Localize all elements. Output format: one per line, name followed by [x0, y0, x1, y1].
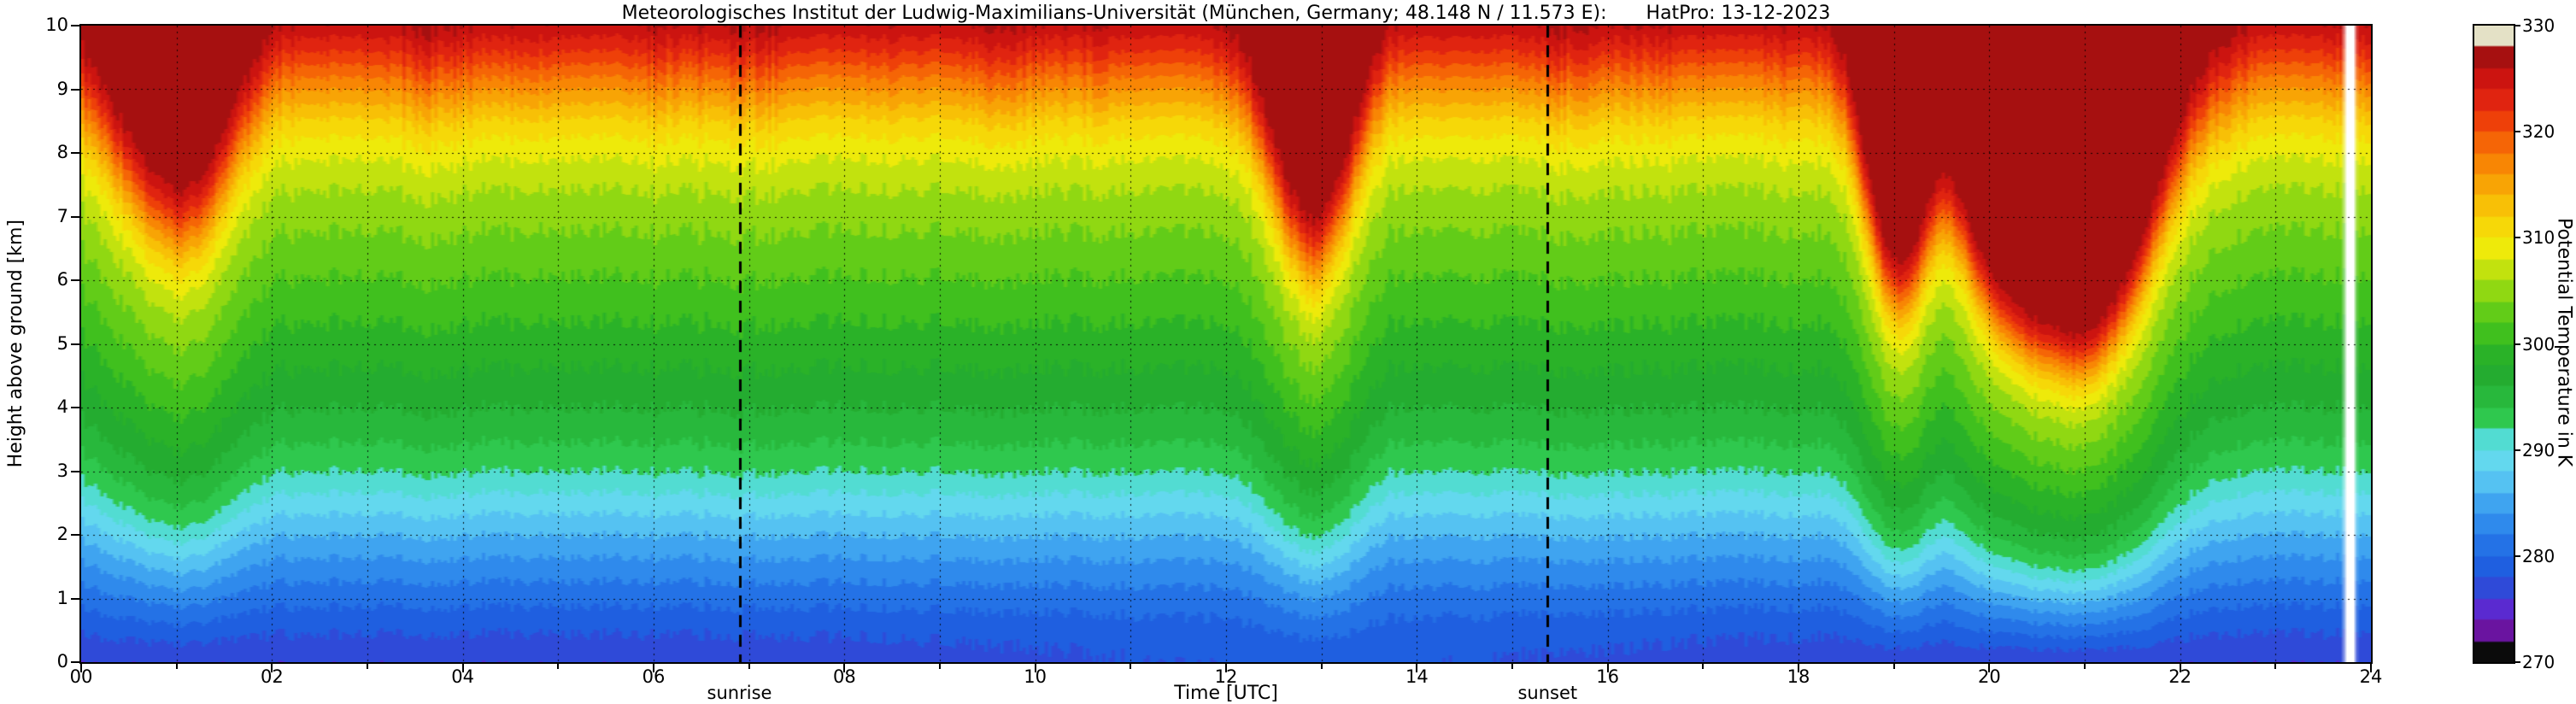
y-tick-label: 5 [56, 332, 68, 354]
x-tick-label: 20 [1977, 666, 2001, 687]
chart-title: Meteorologisches Institut der Ludwig-Max… [79, 3, 2373, 24]
x-minor-tick [748, 664, 750, 669]
x-tick-label: 10 [1024, 666, 1047, 687]
colorbar-tick [2515, 343, 2520, 345]
x-minor-tick [1702, 664, 1705, 669]
x-tick [80, 664, 82, 672]
x-tick-label: 02 [260, 666, 284, 687]
y-tick-label: 1 [56, 587, 68, 608]
colorbar-label: Potential Temperature in K [2553, 217, 2575, 467]
x-tick-label: 08 [832, 666, 856, 687]
colorbar-canvas [2474, 26, 2514, 662]
x-minor-tick [2274, 664, 2277, 669]
x-tick [1034, 664, 1036, 672]
y-tick [71, 661, 79, 663]
x-minor-tick [1511, 664, 1513, 669]
y-tick [71, 215, 79, 218]
colorbar-tick [2515, 449, 2520, 451]
chart-title-institute: Meteorologisches Institut der Ludwig-Max… [621, 3, 1607, 24]
x-minor-tick [557, 664, 560, 669]
x-tick-label: 16 [1596, 666, 1620, 687]
sunrise-label: sunrise [707, 683, 772, 703]
y-tick-label: 10 [45, 15, 68, 35]
x-axis-label: Time [UTC] [1174, 683, 1278, 704]
y-tick [71, 534, 79, 536]
colorbar-tick-label: 280 [2522, 545, 2555, 566]
x-tick-label: 12 [1214, 666, 1238, 687]
x-tick [271, 664, 273, 672]
x-minor-tick [1130, 664, 1132, 669]
x-tick [843, 664, 846, 672]
colorbar-tick-label: 310 [2522, 227, 2555, 249]
x-tick-label: 04 [451, 666, 475, 687]
y-tick [71, 470, 79, 472]
y-tick [71, 279, 79, 281]
colorbar-label-box: Potential Temperature in K [2553, 24, 2575, 660]
y-tick [71, 407, 79, 408]
colorbar-tick-label: 300 [2522, 333, 2555, 355]
y-tick [71, 152, 79, 154]
x-tick-label: 22 [2168, 666, 2192, 687]
x-tick [1988, 664, 1991, 672]
x-minor-tick [2084, 664, 2086, 669]
colorbar-tick-label: 270 [2522, 652, 2555, 672]
x-tick [1798, 664, 1799, 672]
colorbar-tick-label: 290 [2522, 439, 2555, 461]
y-tick-label: 4 [56, 396, 68, 417]
x-minor-tick [175, 664, 178, 669]
x-tick [1225, 664, 1227, 672]
y-axis-label-box: Height above ground [km] [2, 24, 29, 664]
x-tick [1416, 664, 1418, 672]
chart-title-instrument-date: HatPro: 13-12-2023 [1646, 3, 1831, 24]
colorbar [2473, 24, 2515, 664]
x-tick-label: 00 [69, 666, 93, 687]
colorbar-tick [2515, 131, 2520, 133]
x-minor-tick [1320, 664, 1323, 669]
colorbar-tick-label: 320 [2522, 121, 2555, 143]
x-tick [461, 664, 464, 672]
colorbar-tick [2515, 25, 2520, 26]
x-tick [2370, 664, 2372, 672]
x-tick-label: 18 [1787, 666, 1810, 687]
y-tick [71, 25, 79, 26]
x-tick [653, 664, 654, 672]
y-tick-label: 6 [56, 269, 68, 290]
colorbar-tick [2515, 661, 2520, 663]
x-tick [2179, 664, 2181, 672]
y-tick [71, 88, 79, 91]
y-tick [71, 343, 79, 345]
x-minor-tick [939, 664, 941, 669]
y-tick-label: 0 [56, 651, 68, 672]
x-minor-tick [1892, 664, 1895, 669]
y-tick-label: 2 [56, 524, 68, 544]
plot-area [79, 24, 2373, 664]
x-tick-label: 14 [1405, 666, 1429, 687]
colorbar-tick [2515, 554, 2520, 557]
grid-overlay-canvas [81, 26, 2371, 662]
y-tick-label: 8 [56, 142, 68, 162]
y-tick-label: 3 [56, 460, 68, 481]
y-tick-label: 7 [56, 205, 68, 226]
x-tick [1606, 664, 1609, 672]
x-minor-tick [367, 664, 368, 669]
sunset-label: sunset [1517, 683, 1578, 703]
colorbar-tick-label: 330 [2522, 15, 2555, 36]
y-axis-label: Height above ground [km] [4, 220, 26, 468]
y-tick [71, 597, 79, 600]
colorbar-tick [2515, 237, 2520, 239]
x-tick-label: 06 [642, 666, 666, 687]
y-tick-label: 9 [56, 78, 68, 99]
x-tick-label: 24 [2359, 666, 2383, 687]
